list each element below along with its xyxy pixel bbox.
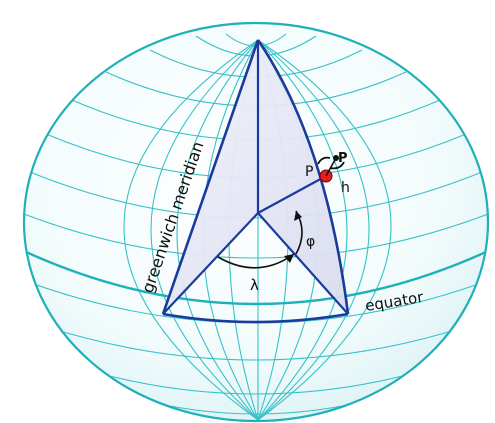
longitude-arrowhead [284, 254, 294, 263]
meridian-wedge [161, 39, 350, 324]
ellipsoid-body [24, 23, 488, 421]
height-segment [325, 157, 337, 177]
radius-to-greenwich [162, 212, 259, 315]
point-p-label: P [305, 164, 313, 180]
height-label: h [341, 180, 350, 196]
projected-point-label: P [338, 151, 348, 166]
height-bracket-icon [317, 156, 345, 170]
longitude-label: λ [250, 276, 259, 294]
point-meridian-line [256, 39, 350, 315]
ellipsoid-outline [22, 21, 490, 423]
greenwich-meridian-line [161, 39, 260, 315]
radius-to-point [257, 175, 327, 214]
point-p-marker [317, 155, 345, 183]
radius-to-equator [257, 212, 349, 315]
equator-line [25, 250, 487, 306]
wedge-fill [163, 40, 348, 314]
latitude-label: φ [306, 234, 315, 250]
latitude-arrowhead [294, 211, 302, 221]
equator-segment [162, 312, 349, 324]
height-endpoint [333, 155, 339, 161]
